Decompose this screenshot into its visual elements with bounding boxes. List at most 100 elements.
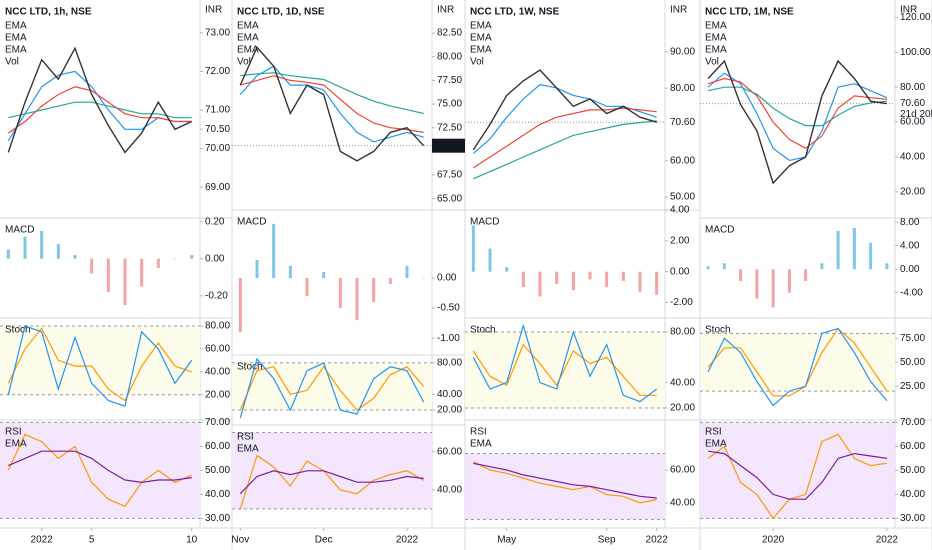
y-tick-label: 20.00 bbox=[670, 403, 695, 414]
macd-bar bbox=[771, 269, 775, 308]
macd-bar bbox=[722, 263, 726, 270]
y-tick-label: 50.00 bbox=[205, 465, 230, 476]
y-tick-label: 73.00 bbox=[205, 27, 230, 38]
rsi-ema-line bbox=[708, 450, 887, 500]
y-tick-label: 60.00 bbox=[900, 117, 925, 128]
y-tick-label: 20.00 bbox=[437, 405, 462, 416]
macd-bar bbox=[804, 269, 808, 281]
y-tick-label: 0.20 bbox=[205, 216, 225, 227]
x-tick-label: 2022 bbox=[396, 535, 419, 546]
macd-bar bbox=[820, 263, 824, 270]
macd-bar bbox=[588, 271, 592, 280]
stoch-k-line bbox=[239, 357, 425, 419]
y-tick-label: 40.00 bbox=[205, 489, 230, 500]
macd-bar bbox=[422, 277, 426, 279]
band-fill bbox=[465, 331, 665, 408]
macd-bar bbox=[190, 255, 194, 259]
macd-bar bbox=[538, 271, 542, 297]
x-tick-label: Nov bbox=[231, 535, 249, 546]
y-tick-label: 40.00 bbox=[900, 489, 925, 500]
price-line bbox=[239, 46, 425, 162]
y-tick-label: 80.00 bbox=[437, 51, 462, 62]
y-tick-label: -0.50 bbox=[437, 303, 460, 314]
y-tick-label: 72.00 bbox=[205, 66, 230, 77]
ema-line bbox=[240, 75, 424, 133]
y-tick-label: -4.00 bbox=[900, 287, 923, 298]
pane-label: Stoch bbox=[237, 362, 263, 373]
rsi-line bbox=[7, 433, 192, 508]
macd-bar bbox=[338, 277, 342, 309]
y-tick-label: 80.00 bbox=[900, 82, 925, 93]
x-tick-label: 2022 bbox=[876, 535, 899, 546]
y-tick-label: 80.00 bbox=[670, 327, 695, 338]
y-tick-label: 60.00 bbox=[670, 155, 695, 166]
legend-item: EMA bbox=[705, 33, 727, 44]
y-tick-label: 40.00 bbox=[670, 498, 695, 509]
x-tick-label: Dec bbox=[315, 535, 333, 546]
macd-bar bbox=[885, 263, 889, 270]
stoch-d-line bbox=[7, 327, 192, 402]
macd-bar bbox=[405, 265, 409, 278]
macd-bar bbox=[739, 269, 743, 281]
legend-item: EMA bbox=[237, 33, 259, 44]
y-tick-label: 50.00 bbox=[900, 357, 925, 368]
y-tick-label: 50.00 bbox=[670, 192, 695, 203]
y-tick-label: 40.00 bbox=[437, 484, 462, 495]
currency-label: INR bbox=[205, 5, 222, 16]
y-tick-label: 20.00 bbox=[205, 389, 230, 400]
macd-bar bbox=[6, 249, 10, 259]
pane-label: MACD bbox=[5, 225, 34, 236]
legend-item: Vol bbox=[705, 57, 719, 68]
macd-bar bbox=[571, 271, 575, 291]
macd-bar bbox=[605, 271, 609, 288]
rsi-ema-line bbox=[8, 450, 192, 484]
legend-item: EMA bbox=[237, 21, 259, 32]
y-tick-label: 0.00 bbox=[670, 266, 690, 277]
legend-item: EMA bbox=[5, 33, 27, 44]
pane-label: EMA bbox=[705, 439, 727, 450]
stoch-d-line bbox=[707, 327, 888, 397]
stoch-k-line bbox=[472, 323, 658, 403]
currency-label: INR bbox=[670, 5, 687, 16]
ema-line bbox=[707, 77, 887, 149]
legend-item: EMA bbox=[5, 45, 27, 56]
pane-label: MACD bbox=[470, 217, 499, 228]
y-tick-label: 75.00 bbox=[437, 99, 462, 110]
bar-countdown: 21d 20h bbox=[900, 109, 932, 120]
y-tick-label: 120.00 bbox=[900, 12, 931, 23]
macd-bar bbox=[305, 277, 309, 297]
y-tick-label: 20.00 bbox=[900, 186, 925, 197]
y-tick-label: 72.50 bbox=[437, 122, 462, 133]
macd-bar bbox=[388, 277, 392, 285]
currency-label: INR bbox=[437, 5, 454, 16]
macd-bar bbox=[173, 258, 177, 260]
y-tick-label: 0.00 bbox=[205, 253, 225, 264]
y-tick-label: 0.00 bbox=[900, 264, 920, 275]
y-tick-label: -0.20 bbox=[205, 290, 228, 301]
macd-bar bbox=[521, 271, 525, 288]
y-tick-label: 4.00 bbox=[670, 205, 690, 216]
last-price-tag: 70.60 bbox=[437, 140, 462, 151]
y-tick-label: 70.00 bbox=[205, 143, 230, 154]
legend-item: EMA bbox=[5, 21, 27, 32]
y-tick-label: 70.50 bbox=[205, 124, 230, 135]
y-tick-label: 8.00 bbox=[900, 217, 920, 228]
macd-bar bbox=[852, 228, 856, 270]
y-tick-label: 60.00 bbox=[900, 441, 925, 452]
y-tick-label: 40.00 bbox=[670, 377, 695, 388]
macd-bar bbox=[505, 267, 509, 272]
chart-title: NCC LTD, 1D, NSE bbox=[237, 7, 325, 18]
legend-item: EMA bbox=[470, 45, 492, 56]
x-tick-label: 5 bbox=[89, 535, 95, 546]
legend-item: EMA bbox=[237, 45, 259, 56]
y-tick-label: 82.50 bbox=[437, 28, 462, 39]
legend-item: EMA bbox=[470, 33, 492, 44]
y-tick-label: 60.00 bbox=[205, 441, 230, 452]
ema-line bbox=[707, 86, 887, 127]
currency-label: INR bbox=[900, 5, 917, 16]
macd-bar bbox=[288, 265, 292, 278]
band-fill bbox=[700, 422, 895, 519]
rsi-line bbox=[239, 454, 424, 510]
y-tick-label: 100.00 bbox=[900, 47, 931, 58]
macd-bar bbox=[755, 269, 759, 299]
